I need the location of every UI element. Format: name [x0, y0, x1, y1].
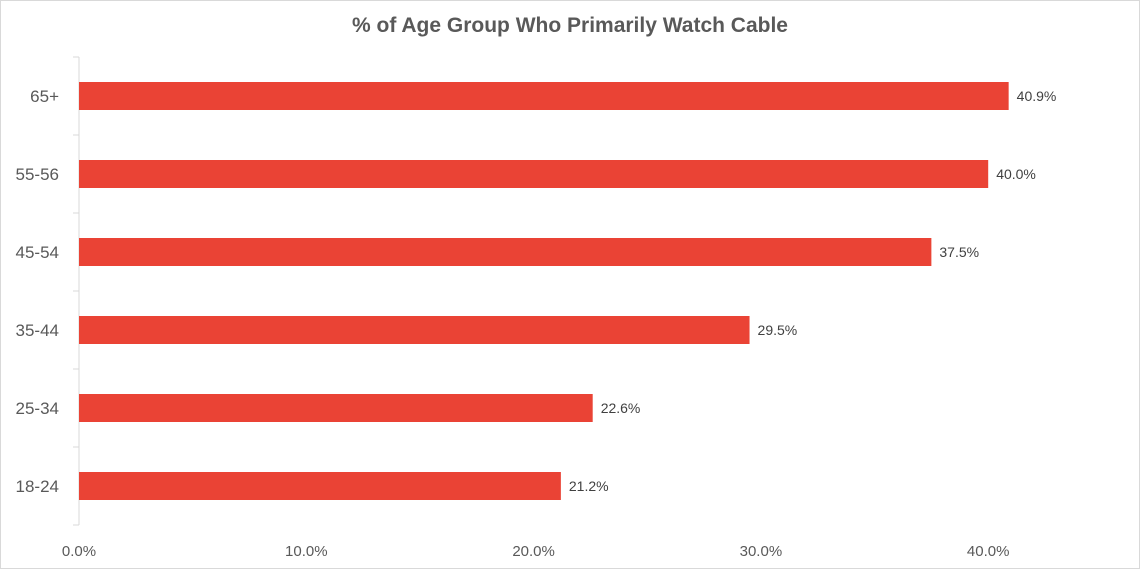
- data-label: 21.2%: [569, 478, 609, 494]
- x-tick-label: 10.0%: [285, 543, 328, 560]
- chart-title: % of Age Group Who Primarily Watch Cable: [352, 14, 788, 37]
- data-label: 40.0%: [996, 166, 1036, 182]
- bar-65+: [79, 82, 1009, 110]
- labels-layer: 18-24 21.2% 25-34 22.6% 35-44 29.5% 45-54 37.5%…: [16, 87, 1057, 560]
- category-label: 65+: [30, 87, 59, 106]
- category-label: 25-34: [16, 399, 59, 418]
- data-label: 29.5%: [758, 322, 798, 338]
- bar-18-24: [79, 472, 561, 500]
- bar-25-34: [79, 394, 593, 422]
- x-tick-label: 0.0%: [62, 543, 96, 560]
- category-label: 45-54: [16, 243, 59, 262]
- x-tick-label: 20.0%: [512, 543, 555, 560]
- bars-layer: [79, 82, 1009, 500]
- category-label: 35-44: [16, 321, 59, 340]
- axis-layer: [73, 56, 80, 526]
- x-tick-label: 40.0%: [967, 543, 1010, 560]
- data-label: 40.9%: [1017, 88, 1057, 104]
- category-label: 18-24: [16, 477, 59, 496]
- x-tick-label: 30.0%: [740, 543, 783, 560]
- data-label: 22.6%: [601, 400, 641, 416]
- bar-35-44: [79, 316, 750, 344]
- bar-45-54: [79, 238, 932, 266]
- category-label: 55-56: [16, 165, 59, 184]
- bar-55-56: [79, 160, 989, 188]
- data-label: 37.5%: [939, 244, 979, 260]
